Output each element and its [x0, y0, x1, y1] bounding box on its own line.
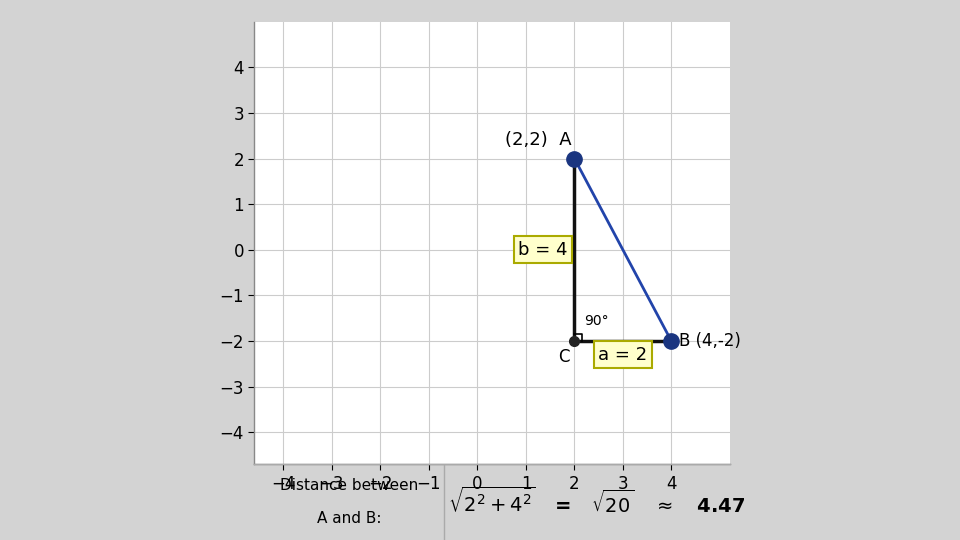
Text: b = 4: b = 4 — [518, 241, 567, 259]
Text: A and B:: A and B: — [317, 511, 382, 526]
Text: (2,2)  A: (2,2) A — [505, 131, 572, 149]
Text: B (4,-2): B (4,-2) — [679, 332, 740, 350]
Text: C: C — [558, 348, 569, 366]
Text: 90°: 90° — [584, 314, 609, 328]
Text: Distance between: Distance between — [280, 478, 419, 493]
Text: $\sqrt{2^2 + 4^2}$   =   $\sqrt{20}$   $\approx$   4.47: $\sqrt{2^2 + 4^2}$ = $\sqrt{20}$ $\appro… — [448, 487, 745, 517]
Text: a = 2: a = 2 — [598, 346, 647, 364]
